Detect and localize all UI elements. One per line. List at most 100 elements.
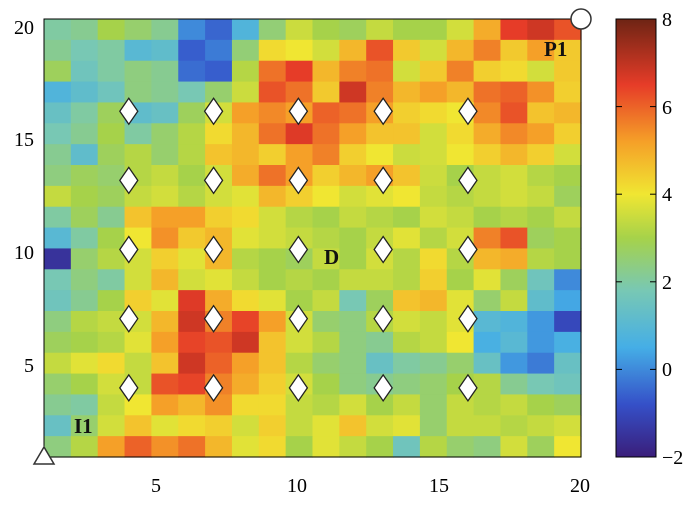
heatmap-cell <box>178 248 206 270</box>
heatmap-cell <box>124 39 152 62</box>
heatmap-cell <box>500 60 528 83</box>
heatmap-cell <box>500 165 528 187</box>
heatmap-cell <box>473 144 502 166</box>
heatmap-cell <box>500 331 528 354</box>
heatmap-cell <box>178 39 206 62</box>
heatmap-cell <box>258 206 287 229</box>
heatmap-cell <box>231 269 260 291</box>
heatmap-cell <box>393 185 421 208</box>
heatmap-cell <box>339 415 367 437</box>
heatmap-cell <box>419 39 448 62</box>
heatmap-cell <box>527 123 555 145</box>
heatmap-cell <box>124 352 152 375</box>
heatmap-cell <box>205 394 233 416</box>
diamond-marker <box>203 373 224 402</box>
heatmap-cell <box>178 102 206 124</box>
heatmap-cell <box>70 185 99 208</box>
heatmap-cell <box>419 290 448 312</box>
colorbar-tick-label: 8 <box>662 9 672 31</box>
diamond-marker <box>458 304 478 333</box>
heatmap-cell <box>446 39 475 62</box>
heatmap-cell <box>312 290 340 312</box>
heatmap-cell <box>178 165 206 187</box>
heatmap-cell <box>44 415 72 437</box>
heatmap-cell <box>258 81 287 104</box>
diamond-marker <box>118 97 139 126</box>
heatmap-cell <box>419 81 448 104</box>
heatmap-cell <box>124 415 152 437</box>
heatmap-cell <box>258 415 287 437</box>
heatmap-cell <box>44 144 72 166</box>
heatmap-cell <box>44 206 72 229</box>
heatmap-cell <box>446 81 475 104</box>
heatmap-cell <box>258 311 287 333</box>
heatmap-cell <box>178 331 206 354</box>
heatmap-cell <box>500 102 528 124</box>
heatmap-cell <box>178 373 206 396</box>
heatmap-cell <box>312 227 340 250</box>
heatmap-cell <box>339 123 367 145</box>
heatmap-cell <box>44 19 72 41</box>
heatmap-cell <box>393 331 421 354</box>
heatmap-cell <box>231 248 260 270</box>
heatmap-cell <box>500 19 528 41</box>
heatmap-cell <box>473 436 502 458</box>
heatmap-cell <box>339 394 367 416</box>
heatmap-cell <box>312 311 340 333</box>
heatmap-cell <box>312 436 340 458</box>
heatmap-cell <box>231 311 260 333</box>
annotation-d: D <box>324 245 339 269</box>
heatmap-cell <box>44 102 72 124</box>
heatmap-cell <box>554 39 582 62</box>
heatmap-cell <box>527 436 555 458</box>
heatmap-cell <box>527 102 555 124</box>
x-tick-label: 5 <box>151 475 161 497</box>
heatmap-cell <box>393 165 421 187</box>
heatmap-cell <box>205 185 233 208</box>
heatmap-cell <box>124 331 152 354</box>
diamond-marker <box>373 235 393 264</box>
heatmap-cell <box>231 352 260 375</box>
heatmap-cell <box>151 394 179 416</box>
heatmap-cell <box>178 19 206 41</box>
heatmap-cell <box>554 123 582 145</box>
heatmap-cell <box>124 144 152 166</box>
heatmap-cell <box>285 19 314 41</box>
heatmap-cell <box>419 352 448 375</box>
annotation-i1: I1 <box>74 414 93 438</box>
heatmap-cell <box>500 394 528 416</box>
heatmap-cell <box>124 81 152 104</box>
heatmap-cell <box>366 436 394 458</box>
heatmap-cell <box>124 269 152 291</box>
heatmap-cell <box>231 123 260 145</box>
heatmap-cell <box>151 331 179 354</box>
heatmap-cell <box>500 206 528 229</box>
diamond-marker <box>118 373 139 402</box>
heatmap-cell <box>205 331 233 354</box>
heatmap-cell <box>446 352 475 375</box>
heatmap-cell <box>527 269 555 291</box>
heatmap-cell <box>70 269 99 291</box>
triangle-marker <box>32 445 56 465</box>
heatmap-cell <box>446 144 475 166</box>
colorbar-tick-label: 6 <box>662 97 672 119</box>
colorbar-gradient <box>615 18 657 458</box>
heatmap-cell <box>231 165 260 187</box>
heatmap-cell <box>124 60 152 83</box>
heatmap-cell <box>366 290 394 312</box>
heatmap-cell <box>178 436 206 458</box>
heatmap-cell <box>97 227 126 250</box>
heatmap-cell <box>419 415 448 437</box>
colorbar-tick-label: 2 <box>662 272 672 294</box>
heatmap-cell <box>124 436 152 458</box>
heatmap-cell <box>44 352 72 375</box>
x-tick-label: 10 <box>287 475 307 497</box>
heatmap-cell <box>231 102 260 124</box>
heatmap-cell <box>500 248 528 270</box>
heatmap-cell <box>339 373 367 396</box>
heatmap-cell <box>312 206 340 229</box>
heatmap-cell <box>285 394 314 416</box>
y-tick-label: 20 <box>14 17 34 39</box>
heatmap-cell <box>554 227 582 250</box>
heatmap-cell <box>97 436 126 458</box>
